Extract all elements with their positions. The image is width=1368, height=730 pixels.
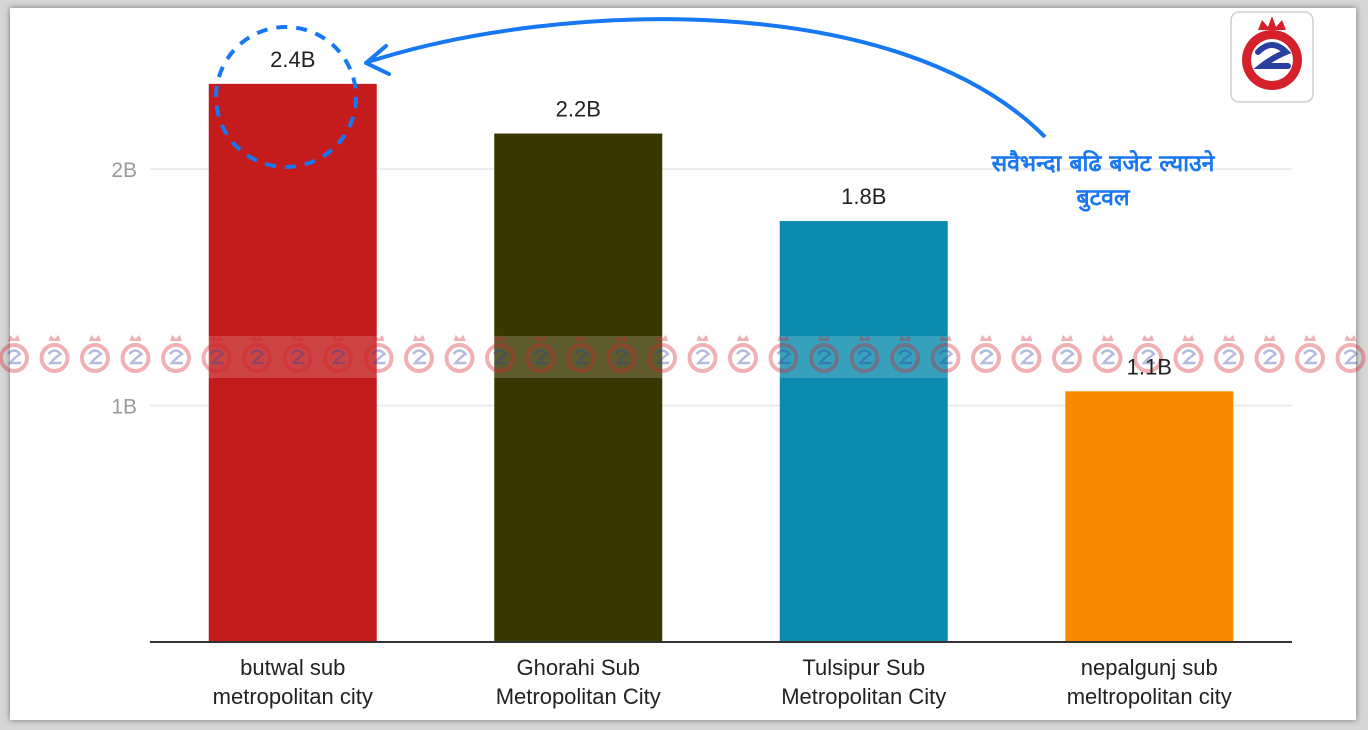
watermark-logo-3 — [120, 335, 151, 373]
watermark-logo-20 — [809, 335, 839, 373]
watermark-logo-2 — [80, 335, 110, 373]
y-tick-label-0: 1B — [111, 396, 137, 419]
watermark-logo-11 — [444, 335, 475, 373]
watermark-logo-17 — [687, 335, 718, 373]
y-tick-label-1: 2B — [111, 159, 137, 182]
red-circle-logo-icon — [1230, 11, 1314, 103]
watermark-logo-0 — [0, 335, 29, 373]
watermark-logo-13 — [525, 335, 556, 373]
watermark-logo-10 — [404, 335, 434, 373]
bar-3 — [1065, 391, 1234, 642]
x-tick-label-0-1: metropolitan city — [213, 684, 373, 709]
watermark-logo-23 — [930, 335, 961, 373]
x-tick-label-1-1: Metropolitan City — [496, 684, 661, 709]
data-label-1: 2.2B — [556, 97, 601, 122]
watermark-logo-27 — [1092, 335, 1123, 373]
x-axis-labels: butwal sub metropolitan city Ghorahi Sub Me… — [213, 655, 1232, 709]
annotation-line-2: बुटवल — [1075, 185, 1131, 212]
bar-2 — [779, 221, 948, 642]
bars — [208, 83, 1234, 643]
x-tick-label-0-0: butwal sub — [240, 655, 345, 680]
watermark-logo-32 — [1295, 335, 1325, 373]
watermark-logo-16 — [647, 335, 677, 373]
watermark-icon — [0, 335, 1366, 378]
bar-0 — [208, 83, 377, 643]
watermark-logo-1 — [39, 335, 70, 373]
watermark-logo-22 — [890, 335, 920, 373]
watermark-logo-28 — [1133, 335, 1163, 373]
watermark-logo-19 — [768, 335, 799, 373]
watermark-logo-31 — [1254, 335, 1285, 373]
highlight-circle-icon — [214, 25, 358, 169]
watermark-logo-7 — [282, 335, 313, 373]
watermark-logo-4 — [161, 335, 191, 373]
watermark-logo-24 — [971, 335, 1001, 373]
watermark-logo-29 — [1173, 335, 1204, 373]
watermark-logo-18 — [728, 335, 758, 373]
watermark-band — [208, 336, 948, 378]
x-tick-label-2-0: Tulsipur Sub — [802, 655, 925, 680]
data-label-0: 2.4B — [270, 47, 315, 72]
watermark-logo-33 — [1335, 335, 1366, 373]
watermark-logo-21 — [849, 335, 880, 373]
watermark-logo-8 — [323, 335, 353, 373]
watermark-logo-14 — [566, 335, 596, 373]
arrow-head-icon — [364, 44, 391, 76]
x-tick-label-2-1: Metropolitan City — [781, 684, 946, 709]
data-label-2: 1.8B — [841, 184, 886, 209]
watermark-logo-5 — [201, 335, 232, 373]
watermark-logo-6 — [242, 335, 272, 373]
annotation-line-1: सवैभन्दा बढि बजेट ल्याउने — [991, 149, 1216, 177]
watermark-logo-15 — [606, 335, 637, 373]
watermark-logo-9 — [363, 335, 394, 373]
watermark-logo-26 — [1052, 335, 1082, 373]
x-tick-label-3-0: nepalgunj sub — [1081, 655, 1218, 680]
watermark-logo-12 — [485, 335, 515, 373]
data-labels: 2.4B 2.2B 1.8B 1.1B — [270, 47, 1172, 379]
bar-1 — [494, 133, 663, 642]
watermark-logo-30 — [1214, 335, 1244, 373]
x-tick-label-3-1: meltropolitan city — [1067, 684, 1232, 709]
annotation-arrow-icon — [367, 17, 1047, 139]
data-label-3: 1.1B — [1127, 354, 1172, 379]
watermark-logo-25 — [1011, 335, 1042, 373]
x-tick-label-1-0: Ghorahi Sub — [516, 655, 640, 680]
y-axis-ticks: 1B 2B — [111, 159, 137, 419]
